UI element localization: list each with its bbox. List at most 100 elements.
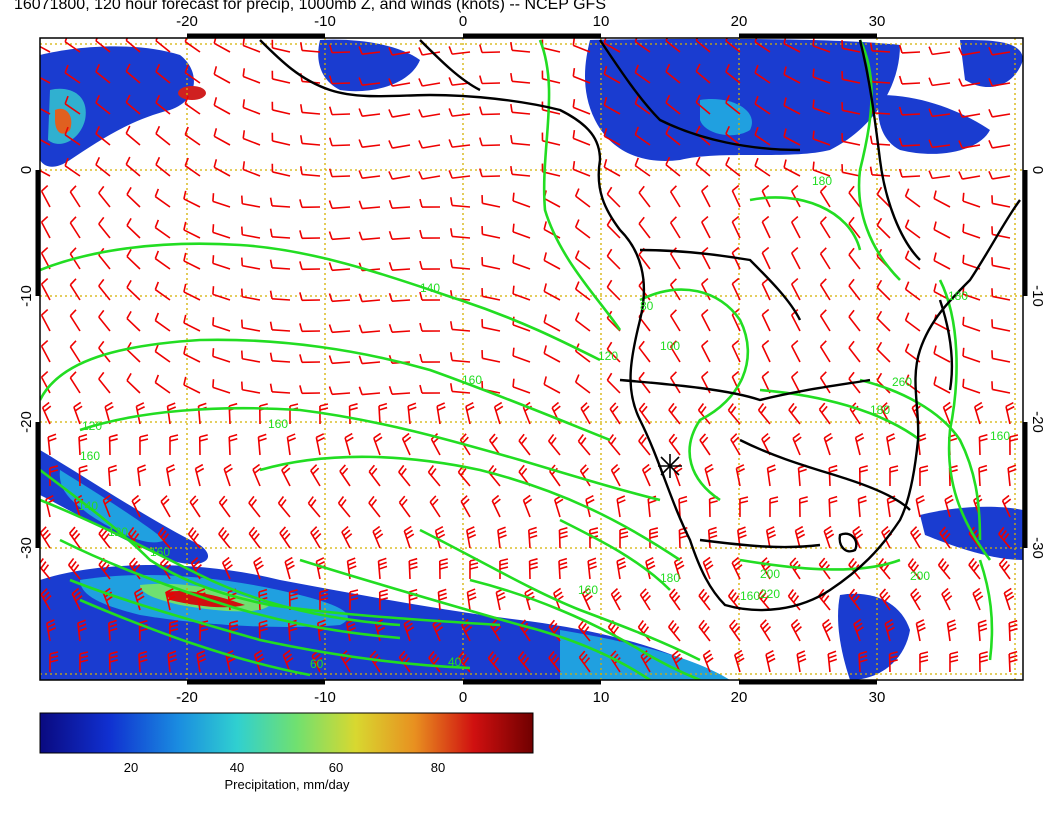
wind-barb: [358, 46, 381, 56]
colorbar-tick: 80: [431, 760, 445, 775]
wind-barb: [228, 402, 238, 425]
wind-barb: [98, 185, 111, 208]
wind-barb: [388, 231, 411, 240]
wind-barb: [665, 63, 681, 84]
wind-barb: [419, 260, 441, 270]
lon-label-top: 20: [731, 13, 748, 30]
wind-barb: [669, 278, 681, 301]
colorbar-label: Precipitation, mm/day: [225, 777, 350, 792]
wind-barb: [739, 496, 749, 518]
wind-barb: [194, 463, 205, 487]
wind-barb: [669, 309, 681, 332]
wind-barb: [787, 589, 801, 611]
wind-barb: [407, 402, 417, 425]
wind-barb: [248, 495, 261, 518]
wind-barb: [543, 376, 561, 394]
wind-barb: [341, 525, 353, 549]
wind-barb: [449, 321, 471, 332]
wind-barb: [448, 46, 471, 55]
wind-barb: [991, 288, 1011, 301]
wind-barb: [841, 133, 861, 146]
wind-barb: [991, 350, 1011, 363]
wind-barb: [1003, 587, 1015, 611]
wind-barb: [978, 464, 988, 487]
wind-barb: [479, 168, 501, 178]
wind-barb: [790, 277, 801, 301]
wind-barb: [889, 465, 899, 487]
wind-barb: [212, 193, 231, 208]
lat-label-right: -20: [1029, 411, 1046, 433]
wind-barb: [183, 345, 201, 363]
wind-barb: [848, 371, 861, 394]
wind-barb: [698, 619, 711, 642]
wind-barb: [669, 216, 681, 239]
wind-barb: [578, 650, 591, 673]
wind-barbs: [40, 38, 1019, 673]
wind-barb: [307, 496, 321, 518]
wind-barb: [673, 463, 683, 487]
lon-label-top: 10: [593, 13, 610, 30]
wind-barb: [196, 650, 207, 673]
wind-barb: [319, 589, 329, 611]
wind-barb: [79, 651, 89, 673]
wind-barb: [848, 278, 861, 301]
wind-barb: [213, 38, 231, 53]
wind-barb: [368, 495, 381, 518]
wind-barb: [638, 340, 651, 363]
wind-barb: [69, 278, 81, 301]
wind-barb: [543, 221, 561, 239]
wind-barb: [419, 291, 441, 301]
wind-barb: [457, 651, 471, 673]
wind-barb: [401, 432, 412, 456]
wind-barb: [510, 104, 531, 115]
wind-barb: [933, 190, 951, 208]
wind-barb: [299, 292, 321, 302]
lon-label-bottom: -10: [314, 689, 336, 706]
wind-barb: [543, 283, 561, 301]
wind-barb: [481, 257, 501, 270]
wind-barb: [701, 215, 711, 239]
wind-barb: [819, 309, 831, 332]
wind-barb: [135, 402, 145, 425]
contour-label: 180: [948, 289, 968, 303]
wind-barb: [733, 649, 745, 673]
wind-barb: [155, 156, 171, 177]
wind-barb: [639, 588, 651, 611]
wind-barb: [574, 312, 591, 332]
wind-barb: [69, 216, 81, 239]
wind-barb: [962, 378, 981, 394]
wind-barb: [299, 385, 321, 395]
wind-barb: [854, 432, 865, 456]
wind-barb: [898, 44, 921, 54]
wind-barb: [125, 125, 141, 146]
wind-barb: [669, 371, 681, 394]
wind-barb: [603, 159, 621, 177]
lon-label-top: 0: [459, 13, 467, 30]
wind-barb: [213, 66, 231, 84]
wind-barb: [157, 527, 171, 549]
wind-barb: [212, 255, 231, 270]
contour-label: 140: [420, 281, 440, 295]
wind-barb: [797, 464, 807, 487]
wind-barb: [904, 374, 921, 394]
wind-barb: [126, 248, 141, 270]
wind-barb: [448, 139, 471, 148]
wind-barb: [213, 97, 231, 115]
wind-barb: [269, 383, 291, 394]
wind-barb: [429, 495, 441, 518]
wind-barb: [988, 78, 1011, 87]
wind-barb: [522, 494, 533, 518]
wind-barb: [154, 374, 171, 394]
wind-barb: [69, 185, 81, 208]
wind-barb: [634, 38, 651, 53]
wind-barb: [184, 38, 201, 53]
wind-barb: [67, 557, 81, 580]
wind-barb: [284, 556, 295, 580]
wind-barb: [258, 619, 268, 642]
wind-barb: [418, 171, 441, 180]
wind-barb: [876, 186, 891, 208]
wind-barb: [95, 94, 111, 115]
wind-barb: [459, 433, 471, 456]
wind-barb: [812, 161, 831, 177]
wind-barb: [949, 651, 959, 673]
